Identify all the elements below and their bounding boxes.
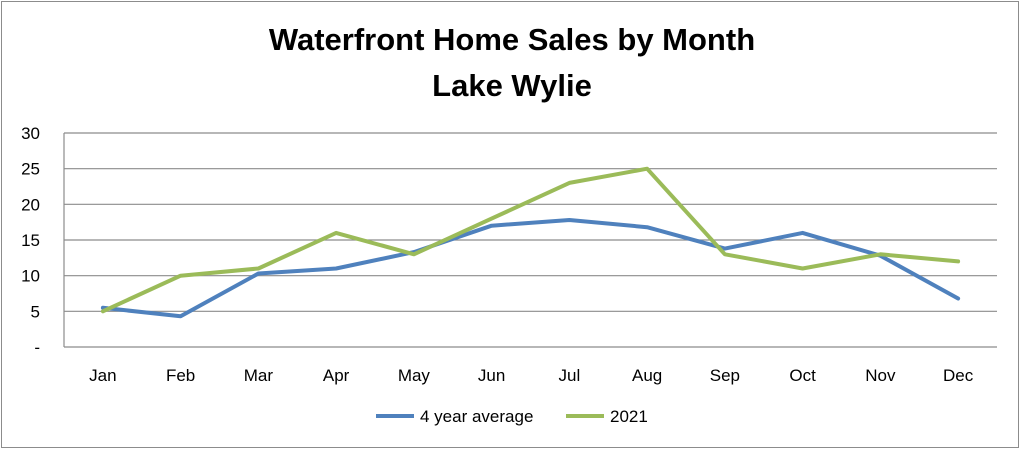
x-tick-label: Jul: [559, 366, 581, 385]
x-tick-label: Nov: [865, 366, 896, 385]
x-tick-label: Apr: [323, 366, 350, 385]
y-tick-label: 30: [21, 124, 40, 143]
y-tick-label: 20: [21, 195, 40, 214]
series-line-four-year-average: [100, 218, 961, 319]
legend-label: 4 year average: [420, 407, 533, 426]
x-tick-label: Sep: [710, 366, 740, 385]
series-line-year-2021: [100, 166, 961, 314]
y-tick-label: 10: [21, 267, 40, 286]
x-tick-label: Jun: [478, 366, 505, 385]
y-tick-label: 25: [21, 160, 40, 179]
y-tick-label: 15: [21, 231, 40, 250]
x-tick-label: Oct: [789, 366, 816, 385]
x-tick-label: Mar: [244, 366, 274, 385]
x-tick-label: May: [398, 366, 431, 385]
legend-label: 2021: [610, 407, 648, 426]
x-tick-label: Aug: [632, 366, 662, 385]
chart-subtitle: Lake Wylie: [432, 68, 592, 103]
chart-title: Waterfront Home Sales by Month: [268, 22, 756, 57]
y-tick-label: 5: [31, 302, 40, 321]
x-tick-label: Jan: [89, 366, 116, 385]
x-tick-label: Feb: [166, 366, 195, 385]
y-tick-label: -: [34, 338, 40, 357]
x-tick-label: Dec: [943, 366, 974, 385]
